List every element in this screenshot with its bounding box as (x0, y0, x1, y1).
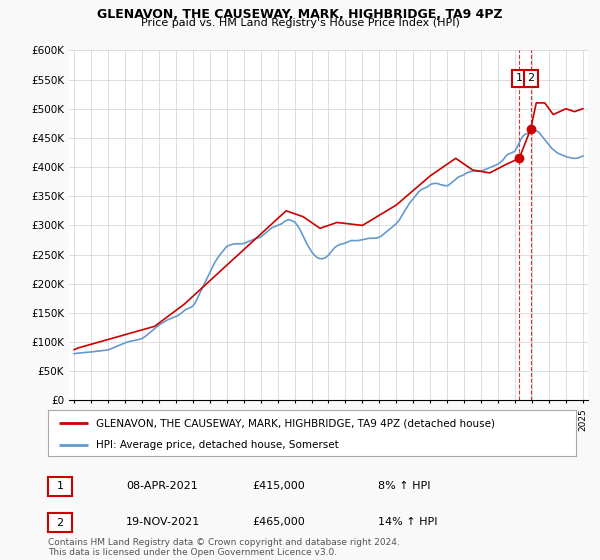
Text: 1: 1 (516, 73, 523, 83)
Text: 2: 2 (527, 73, 534, 83)
Text: Contains HM Land Registry data © Crown copyright and database right 2024.
This d: Contains HM Land Registry data © Crown c… (48, 538, 400, 557)
Text: Price paid vs. HM Land Registry's House Price Index (HPI): Price paid vs. HM Land Registry's House … (140, 18, 460, 29)
Text: 14% ↑ HPI: 14% ↑ HPI (378, 517, 437, 527)
Text: GLENAVON, THE CAUSEWAY, MARK, HIGHBRIDGE, TA9 4PZ: GLENAVON, THE CAUSEWAY, MARK, HIGHBRIDGE… (97, 8, 503, 21)
Text: £465,000: £465,000 (252, 517, 305, 527)
Text: 8% ↑ HPI: 8% ↑ HPI (378, 480, 431, 491)
Text: 08-APR-2021: 08-APR-2021 (126, 480, 198, 491)
Text: GLENAVON, THE CAUSEWAY, MARK, HIGHBRIDGE, TA9 4PZ (detached house): GLENAVON, THE CAUSEWAY, MARK, HIGHBRIDGE… (95, 418, 494, 428)
Text: £415,000: £415,000 (252, 480, 305, 491)
Text: HPI: Average price, detached house, Somerset: HPI: Average price, detached house, Some… (95, 440, 338, 450)
Text: 1: 1 (56, 481, 64, 491)
Text: 2: 2 (56, 517, 64, 528)
Text: 19-NOV-2021: 19-NOV-2021 (126, 517, 200, 527)
